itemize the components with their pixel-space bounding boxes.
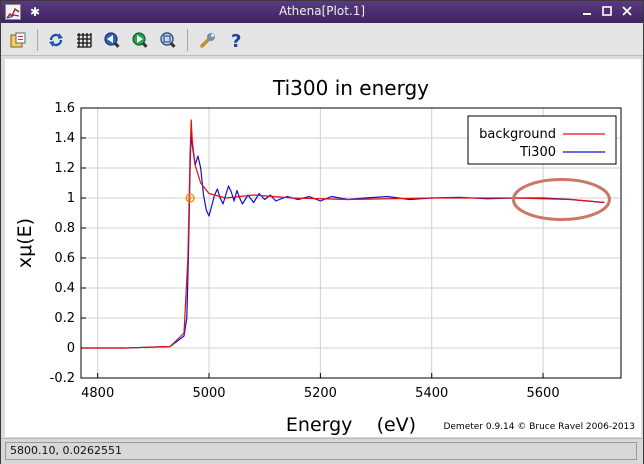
minimize-button[interactable]	[579, 4, 595, 20]
y-tick-label: 0	[67, 341, 75, 356]
plot-frame	[80, 107, 622, 379]
toolbar: ?	[1, 23, 643, 56]
status-bar: 5800.10, 0.0262551	[1, 438, 643, 464]
y-tick-label: 0.2	[54, 311, 75, 326]
x-tick-label: 5400	[415, 386, 448, 401]
legend-label-ti300: Ti300	[519, 145, 556, 160]
x-tick-label: 5600	[527, 386, 560, 401]
maximize-button[interactable]	[599, 4, 615, 20]
annotation-ellipse	[511, 178, 611, 221]
pin-icon[interactable]: ✱	[29, 5, 41, 19]
x-tick-label: 5200	[304, 386, 337, 401]
refresh-icon[interactable]	[45, 29, 67, 51]
legend-box	[467, 115, 617, 165]
x-axis-label: Energy (eV)	[286, 414, 416, 436]
open-file-icon[interactable]	[7, 29, 29, 51]
close-button[interactable]	[619, 4, 635, 20]
zoom-in-icon[interactable]	[101, 29, 123, 51]
settings-wrench-icon[interactable]	[197, 29, 219, 51]
legend: background Ti300	[467, 115, 617, 165]
window-title: Athena[Plot.1]	[278, 4, 366, 18]
y-tick-label: 0.4	[54, 281, 75, 296]
marker-point	[185, 193, 195, 203]
legend-label-background: background	[479, 127, 556, 142]
y-tick-label: 1.6	[54, 101, 75, 116]
y-axis-label: xμ(E)	[14, 218, 36, 268]
y-tick-label: 1.2	[54, 161, 75, 176]
svg-text:?: ?	[231, 31, 241, 49]
zoom-out-icon[interactable]	[129, 29, 151, 51]
title-bar[interactable]: ✱ Athena[Plot.1]	[1, 1, 643, 23]
y-tick-label: -0.2	[50, 371, 75, 386]
chart-title: Ti300 in energy	[272, 76, 429, 100]
x-tick-label: 4800	[81, 386, 114, 401]
plot-area[interactable]: 4800 5000 5200 5400 5600 -0.2 0 0.2 0.4 0.6 0.8 1 1.…	[5, 59, 641, 437]
grid-icon[interactable]	[73, 29, 95, 51]
y-tick-label: 1	[67, 191, 75, 206]
credit-text: Demeter 0.9.14 © Bruce Ravel 2006-2013	[443, 422, 635, 432]
y-tick-label: 0.6	[54, 251, 75, 266]
x-tick-label: 5000	[192, 386, 225, 401]
series-line-background	[81, 119, 605, 349]
help-icon[interactable]: ?	[225, 29, 247, 51]
cursor-coordinates: 5800.10, 0.0262551	[5, 442, 637, 460]
window-menu-icon[interactable]	[5, 4, 21, 20]
y-tick-label: 1.4	[54, 131, 75, 146]
zoom-fit-icon[interactable]	[157, 29, 179, 51]
y-tick-label: 0.8	[54, 221, 75, 236]
chart-svg[interactable]: 4800 5000 5200 5400 5600 -0.2 0 0.2 0.4 0.6 0.8 1 1.…	[5, 59, 641, 437]
